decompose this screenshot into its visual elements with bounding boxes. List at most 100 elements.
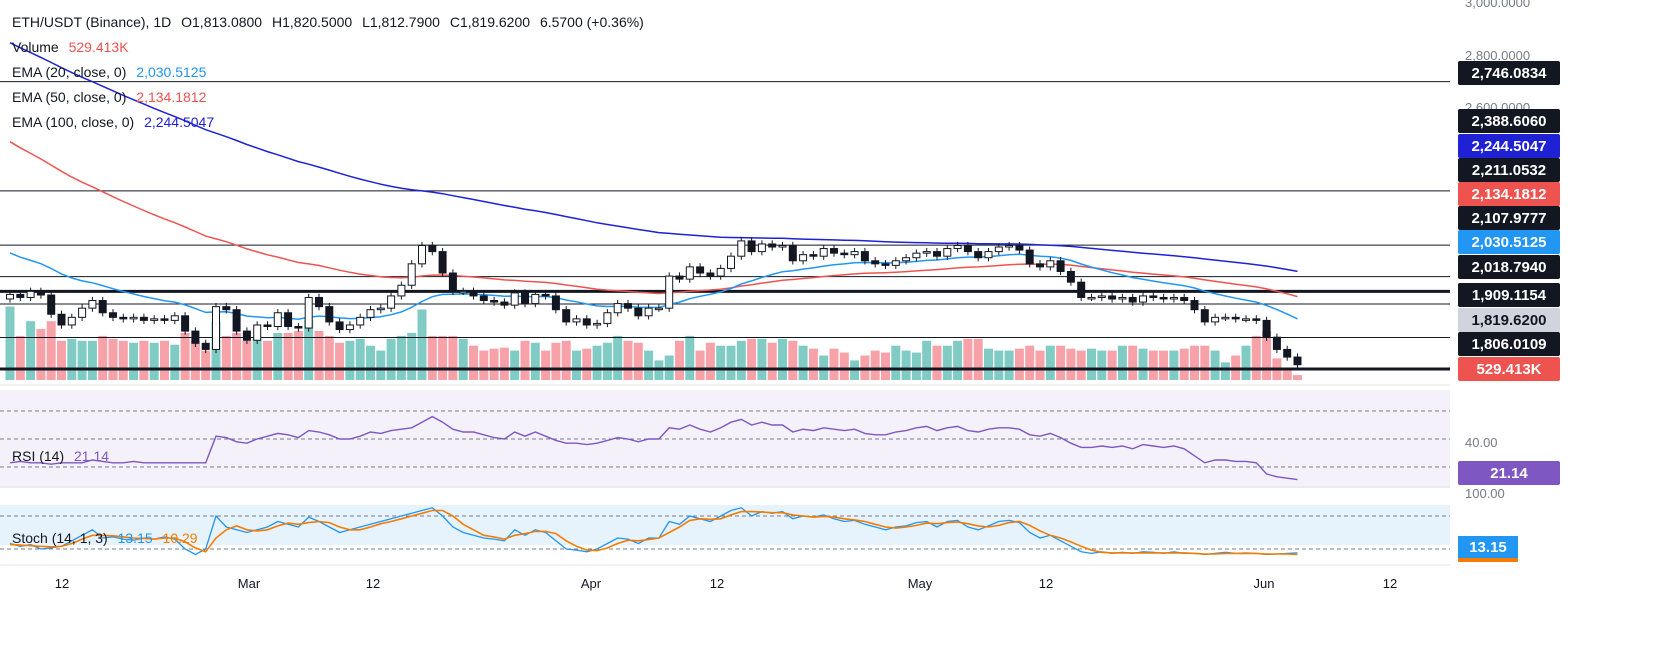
candle-body [603,312,612,324]
volume-bar [582,348,592,380]
volume-bar [129,342,139,380]
candle-body [593,322,602,326]
level-tag: 2,746.0834 [1471,65,1547,82]
candle-body [984,251,993,259]
candle-body [819,248,828,257]
volume-bar [438,335,448,380]
candle-body [36,290,45,296]
candle-body [953,244,962,250]
volume-bar [293,331,303,380]
candle-body [356,316,365,326]
volume-value: 529.413K [68,39,129,55]
volume-bar [623,340,633,380]
candle-body [974,251,983,259]
candle-body [778,244,787,248]
candle-body [1200,309,1209,323]
candle-body [397,284,406,297]
volume-bar [160,340,169,380]
candle-body [716,267,725,277]
level-tag-bg [1458,61,1560,85]
level-tag-bg [1458,206,1560,230]
stoch-d-line [9,509,1298,556]
ema100-legend: EMA (100, close, 0) 2,244.5047 [12,114,214,130]
candle-body [1231,316,1240,320]
volume-bar [633,342,643,380]
candle-body [366,309,375,318]
candle-body [1262,319,1271,338]
candle-body [181,315,190,332]
candle-body [325,306,334,323]
candle-body [242,330,251,341]
volume-bar [1159,350,1169,380]
stoch-axis-tick: 100.00 [1465,486,1505,501]
volume-bar [458,338,468,380]
volume-tag: 529.413K [1476,361,1541,378]
rsi-legend: RSI (14) 21.14 [12,448,109,464]
candle-body [541,293,550,297]
candle-body [6,293,14,300]
candle-body [469,290,478,297]
volume-bar [685,335,695,380]
volume-bar [1179,348,1189,380]
volume-bar [139,340,149,380]
volume-bar [592,345,602,380]
volume-bar [1035,350,1045,380]
candle-body [1097,295,1106,298]
level-tag-bg [1458,332,1560,356]
volume-bar [77,340,87,380]
volume-bar [304,319,314,380]
candle-body [438,251,447,274]
candle-body [119,316,128,320]
ema100-tag: 2,244.5047 [1471,138,1546,155]
candle-body [747,240,756,253]
candle-body [912,252,921,259]
volume-bar [757,338,767,380]
volume-bar [1220,362,1230,380]
candle-body [263,324,272,328]
stoch-legend: Stoch (14, 1, 3) 13.15 10.29 [12,530,198,546]
candle-body [613,303,622,314]
volume-bar [355,338,365,380]
candle-body [448,272,457,292]
volume-bar [953,340,963,380]
rsi-label: RSI (14) [12,448,65,464]
candle-body [1015,244,1024,251]
volume-bar [499,347,509,380]
volume-bar [1210,350,1220,380]
volume-bar [221,335,231,380]
volume-bar [984,348,993,380]
ema20-line [9,252,1298,320]
volume-bar [479,350,489,380]
x-axis-tick: 12 [710,576,724,591]
level-tag: 1,806.0109 [1471,336,1546,353]
candle-body [891,260,900,266]
volume-bar [747,338,757,380]
volume-bar [1117,345,1127,380]
candle-body [273,312,282,328]
candle-body [531,293,540,305]
candle-body [1139,295,1147,303]
volume-bar [1241,345,1251,380]
candle-body [387,295,396,309]
candle-body [634,307,643,317]
volume-bar [881,352,890,380]
volume-bar [1066,348,1076,380]
last-price-tag-bg [1458,308,1560,332]
candle-body [57,313,66,326]
stoch-pane-bg [0,505,1450,545]
candle-body [335,321,344,331]
volume-bar [67,338,77,380]
candle-body [1077,281,1086,298]
volume-bar [118,340,128,380]
candle-body [1005,244,1014,248]
candle-body [109,312,117,318]
stoch-k-tag-bg [1458,536,1518,558]
rsi-tag-bg [1458,461,1560,485]
candle-body [1128,296,1137,303]
volume-bar [396,335,406,380]
candle-body [315,296,323,308]
candle-body [1272,336,1281,350]
volume-bar [901,350,911,380]
candle-body [1149,295,1158,298]
candle-body [479,295,488,302]
